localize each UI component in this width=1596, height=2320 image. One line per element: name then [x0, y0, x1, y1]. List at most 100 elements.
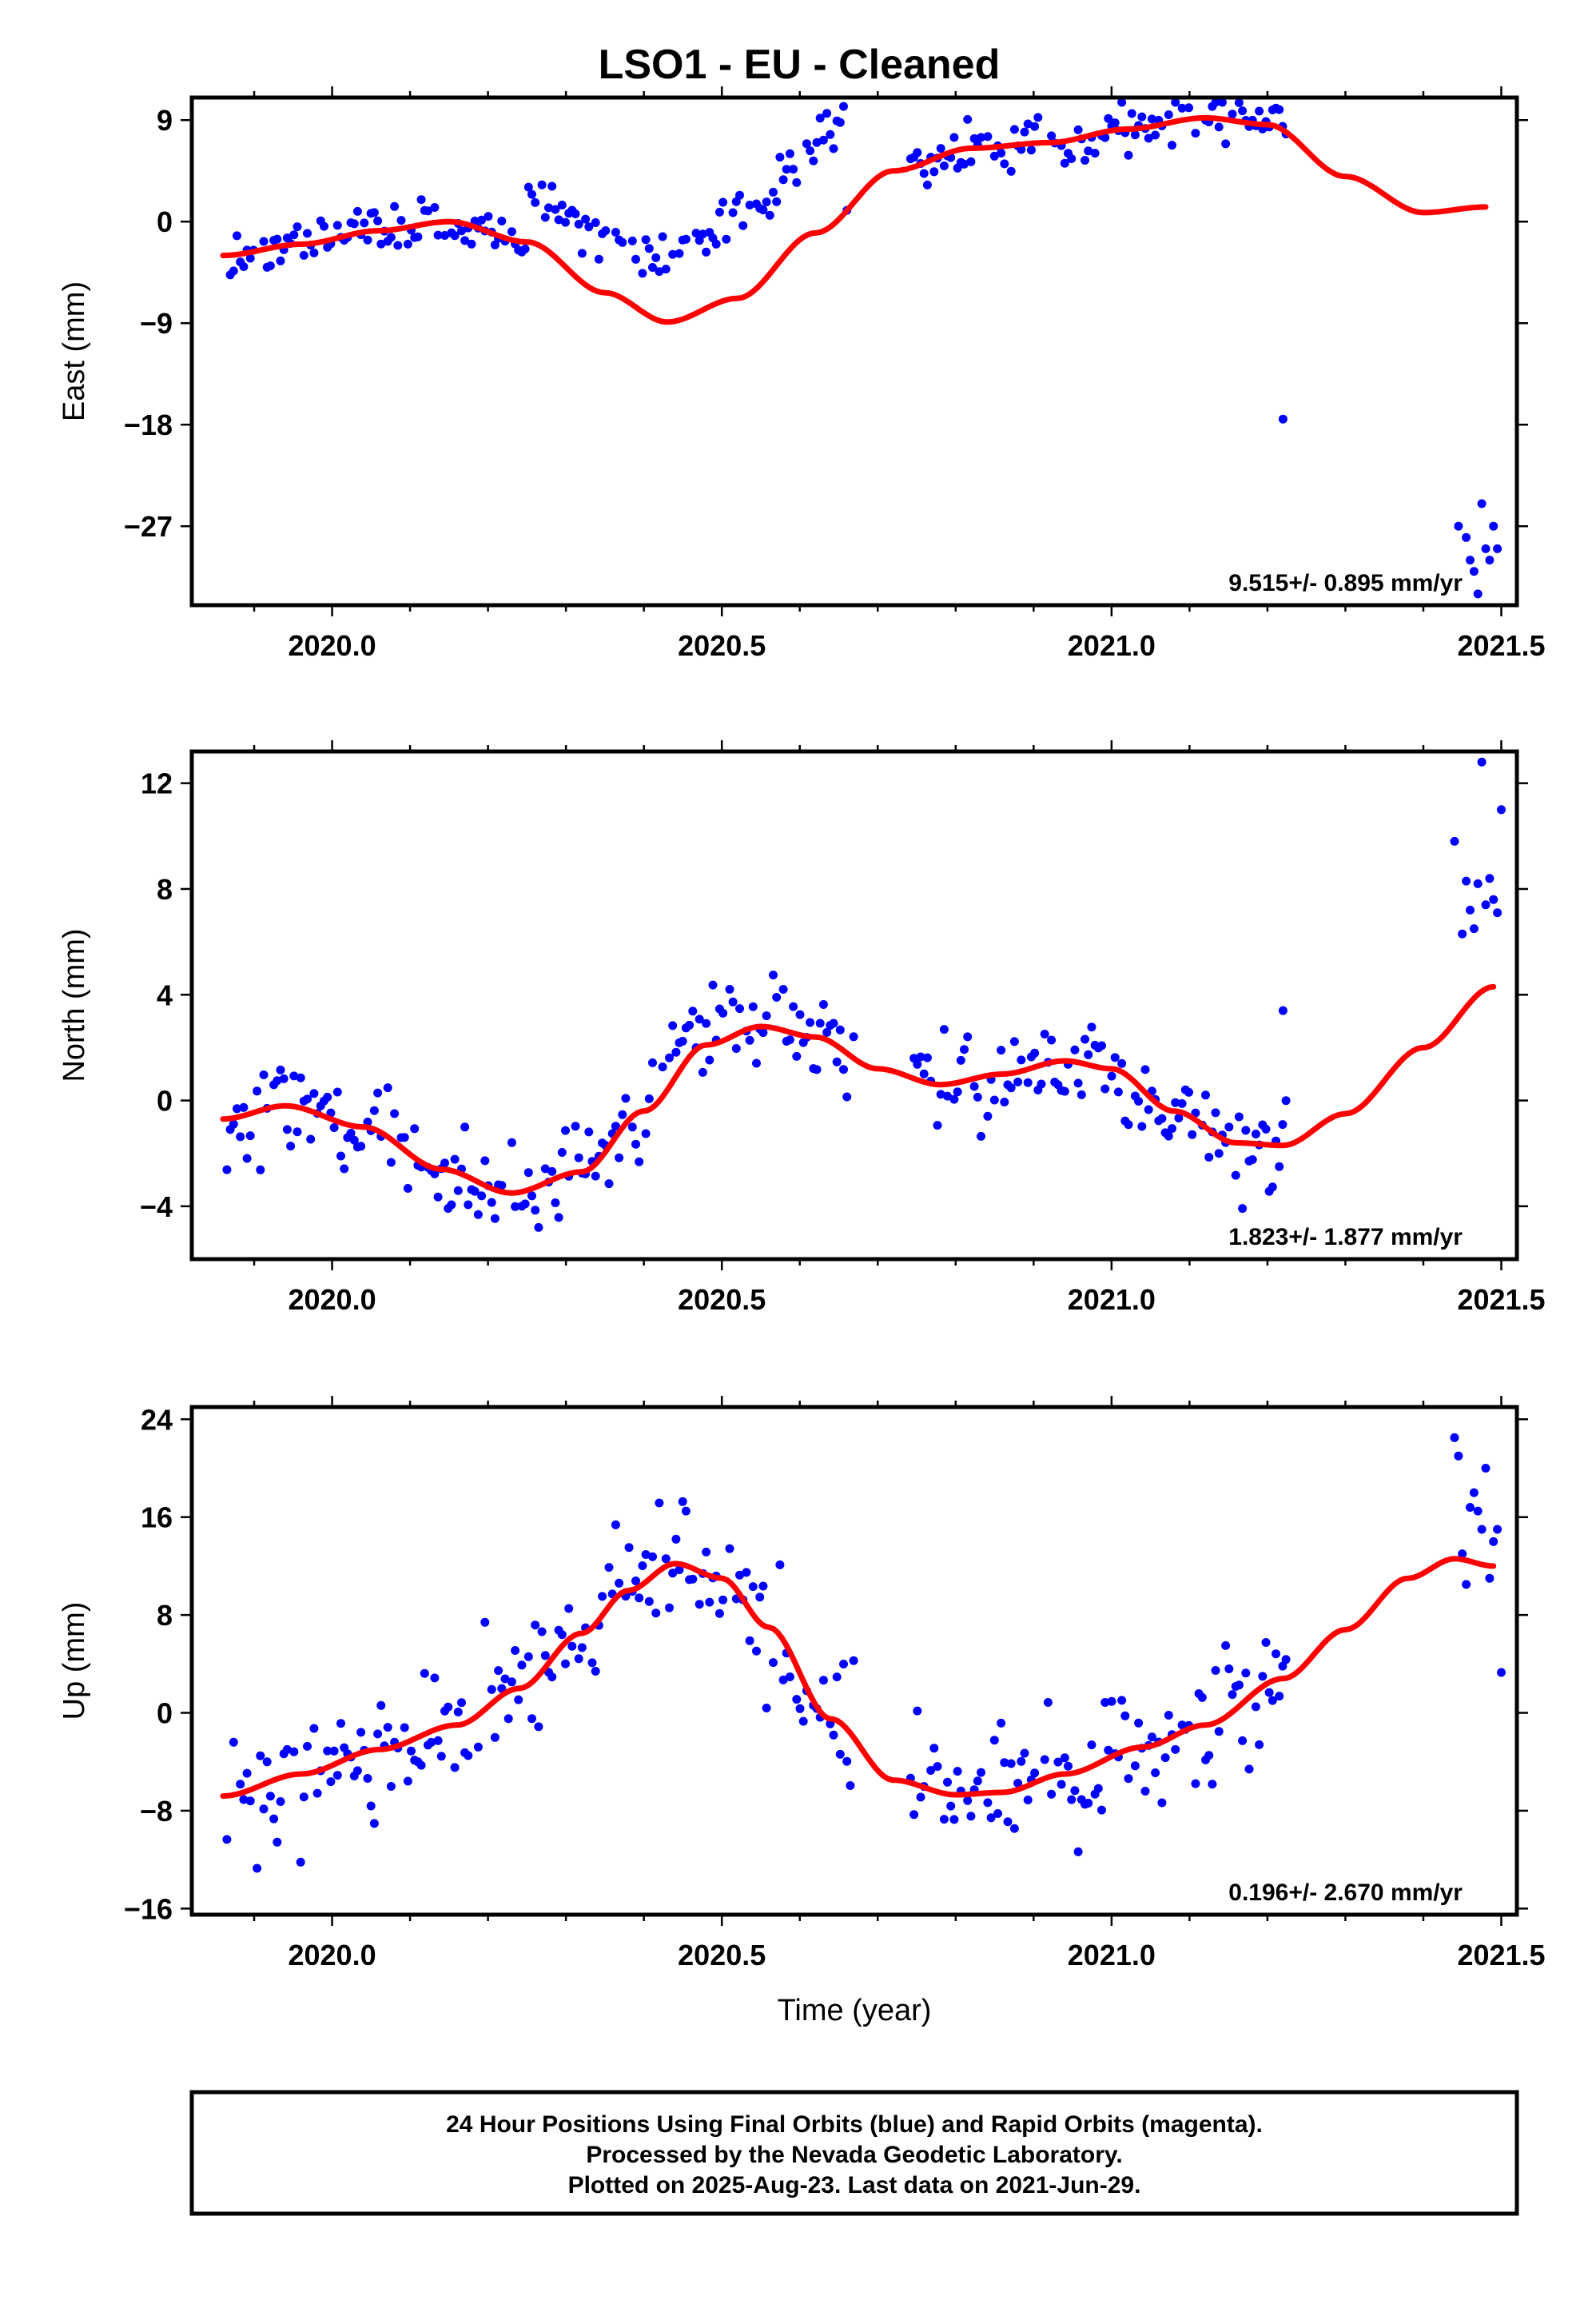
x-tick-label: 2020.0: [288, 629, 376, 662]
data-point: [531, 197, 540, 207]
data-point: [480, 1156, 490, 1166]
data-point: [604, 1563, 614, 1573]
figure-title: LSO1 - EU - Cleaned: [599, 42, 1001, 88]
data-point: [1023, 119, 1033, 129]
data-point: [714, 1608, 724, 1618]
data-point: [523, 1168, 533, 1178]
data-point: [1497, 1668, 1506, 1677]
data-point: [1164, 1131, 1173, 1141]
data-point: [557, 1148, 567, 1157]
data-point: [698, 229, 707, 239]
data-point: [919, 1069, 929, 1078]
data-point: [748, 1582, 758, 1592]
data-point: [503, 1714, 513, 1724]
x-tick-label: 2020.5: [678, 629, 766, 662]
data-point: [635, 1157, 644, 1166]
data-point: [1107, 1696, 1116, 1706]
data-point: [1084, 146, 1093, 156]
data-point: [1134, 1718, 1144, 1728]
data-point: [534, 1222, 543, 1232]
data-point: [574, 219, 583, 229]
data-point: [1137, 112, 1147, 122]
data-point: [641, 1129, 651, 1138]
data-point: [648, 1552, 657, 1561]
data-point: [1228, 110, 1237, 119]
data-point: [1009, 1824, 1019, 1833]
data-point: [356, 1142, 366, 1151]
footer-caption: 24 Hour Positions Using Final Orbits (bl…: [189, 2090, 1519, 2216]
data-point: [1191, 129, 1200, 138]
data-point: [1120, 1711, 1130, 1720]
x-tick-label: 2020.5: [678, 1283, 766, 1316]
data-point: [436, 1752, 446, 1761]
data-point: [668, 249, 678, 259]
data-point: [806, 1018, 815, 1027]
data-point: [648, 263, 657, 272]
data-point: [262, 1757, 272, 1767]
data-point: [1485, 874, 1495, 883]
data-point: [722, 234, 731, 244]
data-point: [922, 1053, 932, 1062]
data-point: [949, 1815, 959, 1824]
data-point: [963, 1796, 973, 1805]
data-point: [939, 1815, 949, 1824]
data-point: [591, 218, 600, 227]
data-point: [977, 1768, 985, 1777]
footer-box: [189, 2090, 1519, 2216]
data-point: [424, 206, 432, 216]
data-point: [953, 1087, 962, 1097]
data-point: [1258, 1672, 1268, 1681]
data-point: [1485, 1573, 1495, 1583]
east-panel: 9 0 −9 −18 −27 2020.0 2020.5 2021.0 2021.5 East (…: [58, 86, 1546, 662]
data-point: [450, 1763, 460, 1772]
data-point: [718, 1008, 728, 1018]
data-point: [239, 1102, 249, 1112]
data-point: [564, 1604, 574, 1613]
up-panel: 24 16 8 0 −8 −16 2020.0 2020.5 2021.0 2021.5 Up (m…: [58, 1396, 1546, 2027]
data-point: [1064, 1761, 1073, 1771]
data-point: [1255, 106, 1264, 116]
data-point: [745, 1636, 754, 1645]
data-point: [453, 1708, 463, 1716]
data-point: [1100, 133, 1110, 142]
data-point: [929, 1744, 939, 1753]
footer-line-1: 24 Hour Positions Using Final Orbits (bl…: [446, 2111, 1263, 2138]
data-point: [1104, 114, 1113, 123]
data-point: [1462, 876, 1471, 886]
y-tick-label: −18: [124, 409, 173, 441]
data-point: [648, 1058, 657, 1067]
data-point: [832, 1672, 842, 1682]
data-point: [296, 1857, 305, 1867]
data-point: [916, 1792, 925, 1802]
data-point: [309, 1089, 319, 1098]
data-point: [369, 1819, 379, 1828]
data-point: [631, 1139, 640, 1149]
data-point: [685, 1020, 695, 1030]
data-point: [778, 1675, 788, 1684]
data-point: [1493, 544, 1502, 553]
data-point: [745, 201, 754, 209]
data-point: [1164, 1711, 1173, 1720]
data-point: [1221, 1640, 1231, 1650]
data-point: [1238, 1204, 1248, 1214]
data-point: [829, 1018, 838, 1028]
data-point: [494, 1666, 503, 1676]
data-point: [665, 1603, 674, 1612]
data-point: [849, 1032, 858, 1042]
data-point: [1006, 1083, 1016, 1093]
data-point: [1168, 1124, 1176, 1134]
data-point: [835, 1749, 845, 1759]
data-point: [668, 1021, 678, 1030]
data-point: [735, 190, 744, 200]
data-point: [675, 249, 684, 258]
data-point: [735, 1570, 744, 1580]
data-point: [1147, 114, 1156, 124]
data-point: [1238, 106, 1248, 116]
data-point: [658, 1062, 667, 1072]
data-point: [1087, 1022, 1097, 1032]
data-point: [332, 1087, 342, 1097]
data-point: [818, 1000, 828, 1009]
seasonal-fit-line: [220, 1556, 1497, 1800]
data-point: [416, 1760, 426, 1770]
data-point: [1473, 1506, 1483, 1516]
